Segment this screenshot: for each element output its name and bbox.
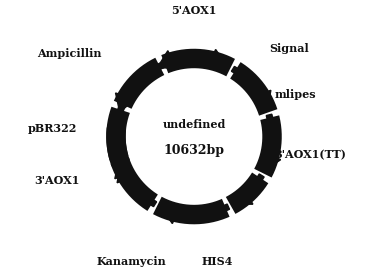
Polygon shape bbox=[256, 174, 264, 182]
Text: mlipes: mlipes bbox=[275, 89, 316, 100]
Text: undefined: undefined bbox=[162, 119, 226, 130]
Polygon shape bbox=[222, 204, 230, 212]
Polygon shape bbox=[231, 66, 239, 74]
Polygon shape bbox=[149, 199, 157, 207]
Polygon shape bbox=[156, 63, 164, 70]
Polygon shape bbox=[233, 187, 253, 204]
Text: Kanamycin: Kanamycin bbox=[97, 256, 166, 267]
Polygon shape bbox=[158, 51, 177, 68]
Polygon shape bbox=[117, 163, 136, 183]
Text: 3'AOX1(TT): 3'AOX1(TT) bbox=[275, 149, 346, 160]
Polygon shape bbox=[113, 125, 120, 131]
Text: Signal: Signal bbox=[269, 43, 309, 54]
Text: Ampicillin: Ampicillin bbox=[37, 48, 102, 59]
Polygon shape bbox=[263, 151, 281, 171]
Polygon shape bbox=[252, 90, 271, 110]
Polygon shape bbox=[207, 50, 227, 68]
Polygon shape bbox=[161, 205, 181, 224]
Polygon shape bbox=[116, 157, 123, 164]
Polygon shape bbox=[115, 159, 134, 179]
Text: pBR322: pBR322 bbox=[28, 123, 77, 134]
Polygon shape bbox=[161, 60, 168, 68]
Polygon shape bbox=[266, 114, 273, 121]
Polygon shape bbox=[117, 106, 124, 113]
Text: 3'AOX1: 3'AOX1 bbox=[34, 175, 80, 186]
Text: 10632bp: 10632bp bbox=[163, 144, 225, 157]
Text: HIS4: HIS4 bbox=[202, 256, 233, 267]
Polygon shape bbox=[116, 93, 135, 112]
Text: 5'AOX1: 5'AOX1 bbox=[171, 5, 217, 16]
